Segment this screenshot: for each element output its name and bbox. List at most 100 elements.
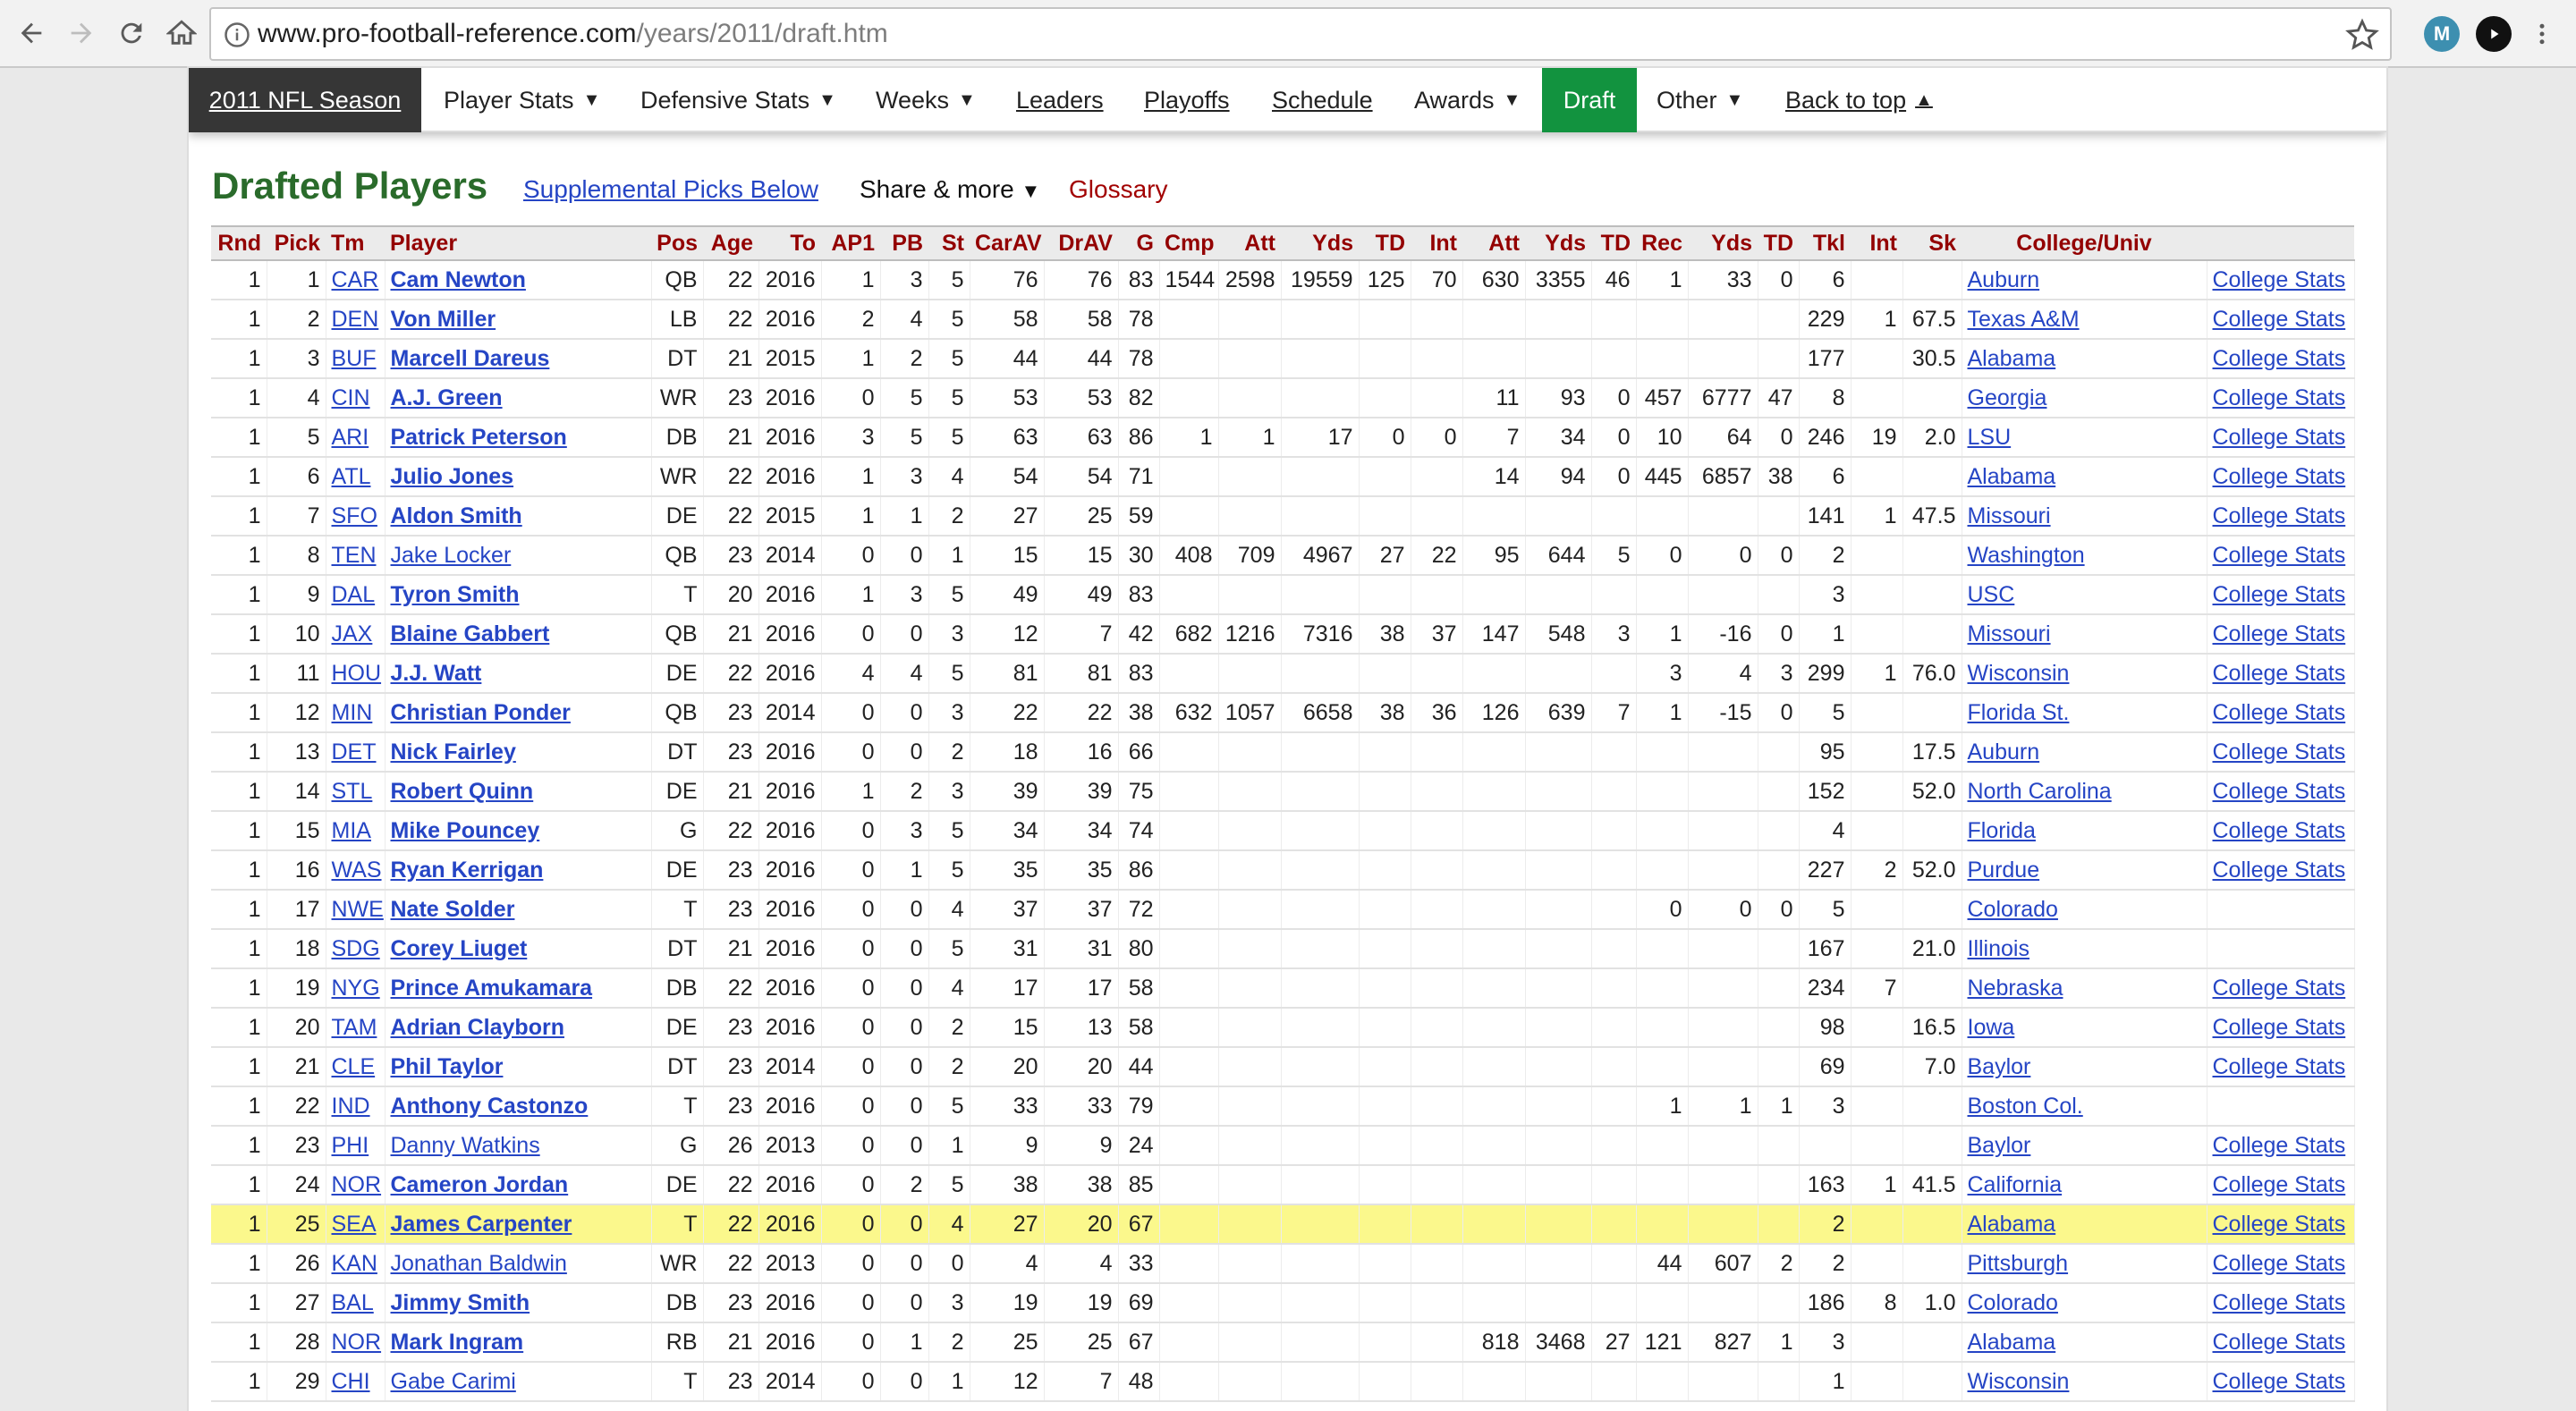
nav-awards[interactable]: Awards ▼ — [1414, 68, 1521, 132]
college-link[interactable]: Texas A&M — [1967, 306, 2080, 332]
team-link[interactable]: ARI — [331, 424, 369, 450]
column-header[interactable]: TD — [1758, 225, 1799, 261]
college-stats-link[interactable]: College Stats — [2212, 817, 2346, 843]
college-stats-link[interactable]: College Stats — [2212, 306, 2346, 332]
team-link[interactable]: BAL — [331, 1289, 374, 1315]
team-link[interactable]: SDG — [331, 935, 380, 961]
team-link[interactable]: JAX — [331, 621, 373, 646]
college-stats-link[interactable]: College Stats — [2212, 1171, 2346, 1197]
glossary-link[interactable]: Glossary — [1069, 175, 1168, 203]
college-link[interactable]: Florida — [1967, 817, 2036, 843]
player-link[interactable]: Nick Fairley — [390, 739, 516, 765]
college-link[interactable]: Baylor — [1967, 1053, 2031, 1079]
team-link[interactable]: DAL — [331, 581, 376, 607]
college-link[interactable]: USC — [1967, 581, 2015, 607]
team-link[interactable]: SEA — [331, 1211, 377, 1237]
column-header[interactable]: G — [1118, 225, 1159, 261]
team-link[interactable]: HOU — [331, 660, 382, 686]
column-header[interactable]: Rec — [1636, 225, 1688, 261]
column-header[interactable]: Cmp — [1159, 225, 1218, 261]
college-stats-link[interactable]: College Stats — [2212, 1329, 2346, 1355]
team-link[interactable]: MIA — [331, 817, 371, 843]
college-link[interactable]: Florida St. — [1967, 699, 2070, 725]
nav-leaders[interactable]: Leaders — [1016, 68, 1104, 132]
column-header[interactable]: Sk — [1902, 225, 1962, 261]
column-header[interactable]: Tkl — [1799, 225, 1851, 261]
player-link[interactable]: Gabe Carimi — [390, 1368, 516, 1394]
team-link[interactable]: KAN — [331, 1250, 377, 1276]
team-link[interactable]: CHI — [331, 1368, 370, 1394]
home-button[interactable] — [161, 13, 202, 54]
college-link[interactable]: Illinois — [1967, 935, 2029, 961]
player-link[interactable]: Cam Newton — [390, 266, 526, 292]
column-header[interactable]: Pos — [651, 225, 703, 261]
college-link[interactable]: North Carolina — [1967, 778, 2112, 804]
column-header[interactable]: Att — [1462, 225, 1525, 261]
back-button[interactable] — [11, 13, 52, 54]
team-link[interactable]: NOR — [331, 1329, 382, 1355]
column-header[interactable]: Age — [703, 225, 758, 261]
address-bar[interactable]: www.pro-football-reference.com/years/201… — [209, 7, 2392, 61]
college-link[interactable]: Georgia — [1967, 384, 2047, 410]
college-link[interactable]: Wisconsin — [1967, 660, 2070, 686]
college-stats-link[interactable]: College Stats — [2212, 857, 2346, 883]
nav-schedule[interactable]: Schedule — [1272, 68, 1373, 132]
column-header[interactable]: Int — [1411, 225, 1462, 261]
college-link[interactable]: Auburn — [1967, 739, 2040, 765]
team-link[interactable]: BUF — [331, 345, 377, 371]
college-link[interactable]: Missouri — [1967, 503, 2051, 528]
player-link[interactable]: Prince Amukamara — [390, 975, 593, 1001]
column-header[interactable]: Player — [385, 225, 651, 261]
college-link[interactable]: Colorado — [1967, 1289, 2058, 1315]
menu-icon[interactable] — [2524, 16, 2560, 52]
player-link[interactable]: Blaine Gabbert — [390, 621, 550, 646]
column-header[interactable]: Pick — [267, 225, 326, 261]
team-link[interactable]: NOR — [331, 1171, 382, 1197]
bookmark-star-icon[interactable] — [2345, 18, 2379, 52]
college-link[interactable]: Alabama — [1967, 463, 2056, 489]
column-header[interactable]: Tm — [326, 225, 385, 261]
college-link[interactable]: Wisconsin — [1967, 1368, 2070, 1394]
college-stats-link[interactable]: College Stats — [2212, 424, 2346, 450]
college-stats-link[interactable]: College Stats — [2212, 1132, 2346, 1158]
player-link[interactable]: Julio Jones — [390, 463, 514, 489]
share-more-menu[interactable]: Share & more ▼ — [860, 175, 1040, 204]
column-header[interactable] — [2207, 225, 2354, 261]
player-link[interactable]: Jimmy Smith — [390, 1289, 530, 1315]
college-link[interactable]: Alabama — [1967, 1329, 2056, 1355]
nav-player-stats[interactable]: Player Stats ▼ — [444, 68, 600, 132]
college-stats-link[interactable]: College Stats — [2212, 1014, 2346, 1040]
college-stats-link[interactable]: College Stats — [2212, 778, 2346, 804]
column-header[interactable]: TD — [1359, 225, 1411, 261]
extension-m-icon[interactable]: M — [2424, 16, 2460, 52]
player-link[interactable]: Mark Ingram — [390, 1329, 524, 1355]
team-link[interactable]: MIN — [331, 699, 373, 725]
player-link[interactable]: Ryan Kerrigan — [390, 857, 544, 883]
college-link[interactable]: Alabama — [1967, 345, 2056, 371]
college-link[interactable]: Missouri — [1967, 621, 2051, 646]
college-stats-link[interactable]: College Stats — [2212, 463, 2346, 489]
team-link[interactable]: WAS — [331, 857, 382, 883]
college-stats-link[interactable]: College Stats — [2212, 699, 2346, 725]
player-link[interactable]: Phil Taylor — [390, 1053, 504, 1079]
college-link[interactable]: LSU — [1967, 424, 2012, 450]
column-header[interactable]: AP1 — [821, 225, 880, 261]
college-link[interactable]: Purdue — [1967, 857, 2040, 883]
column-header[interactable]: DrAV — [1044, 225, 1118, 261]
team-link[interactable]: CLE — [331, 1053, 376, 1079]
college-link[interactable]: Pittsburgh — [1967, 1250, 2069, 1276]
college-stats-link[interactable]: College Stats — [2212, 739, 2346, 765]
college-link[interactable]: Washington — [1967, 542, 2085, 568]
column-header[interactable]: CarAV — [970, 225, 1044, 261]
player-link[interactable]: Anthony Castonzo — [390, 1093, 589, 1119]
player-link[interactable]: Von Miller — [390, 306, 496, 332]
college-link[interactable]: California — [1967, 1171, 2063, 1197]
info-icon[interactable] — [224, 21, 250, 48]
college-stats-link[interactable]: College Stats — [2212, 542, 2346, 568]
college-stats-link[interactable]: College Stats — [2212, 345, 2346, 371]
team-link[interactable]: CIN — [331, 384, 370, 410]
college-stats-link[interactable]: College Stats — [2212, 621, 2346, 646]
column-header[interactable]: TD — [1591, 225, 1636, 261]
team-link[interactable]: CAR — [331, 266, 379, 292]
team-link[interactable]: STL — [331, 778, 373, 804]
